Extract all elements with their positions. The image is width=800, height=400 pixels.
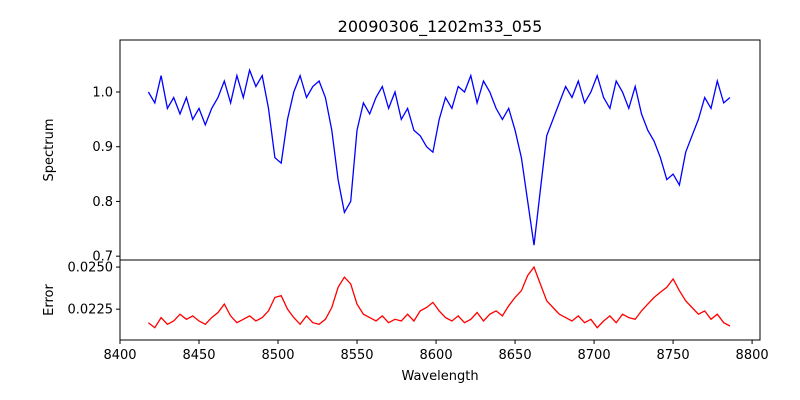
x-axis-label: Wavelength <box>401 369 478 384</box>
y-tick-label: 0.0250 <box>68 261 114 276</box>
x-tick-label: 8650 <box>499 348 532 363</box>
y-tick-label: 0.7 <box>92 250 113 265</box>
chart-title: 20090306_1202m33_055 <box>338 17 543 37</box>
y-tick-label: 0.0225 <box>68 303 114 318</box>
y-axis-label-error: Error <box>42 284 57 316</box>
error-line <box>147 265 731 329</box>
x-tick-label: 8800 <box>736 348 769 363</box>
y-tick-label: 0.9 <box>92 140 113 155</box>
axes-frame <box>119 39 761 261</box>
error-axes: 0.0225 0.0250 8400 8450 8500 8550 8600 8650 8700… <box>68 259 769 363</box>
x-tick-label: 8500 <box>261 348 294 363</box>
axes-frame <box>119 259 761 341</box>
y-axis-label-spectrum: Spectrum <box>42 119 57 182</box>
x-tick-label: 8550 <box>340 348 373 363</box>
spectrum-line <box>147 67 731 246</box>
x-tick-label: 8400 <box>103 348 136 363</box>
x-tick-label: 8600 <box>420 348 453 363</box>
y-tick-label: 1.0 <box>92 85 113 100</box>
x-tick-label: 8450 <box>182 348 215 363</box>
x-tick-label: 8750 <box>657 348 690 363</box>
y-tick-label: 0.8 <box>92 195 113 210</box>
x-tick-label: 8700 <box>578 348 611 363</box>
spectrum-axes: 0.7 0.8 0.9 1.0 <box>92 39 761 265</box>
